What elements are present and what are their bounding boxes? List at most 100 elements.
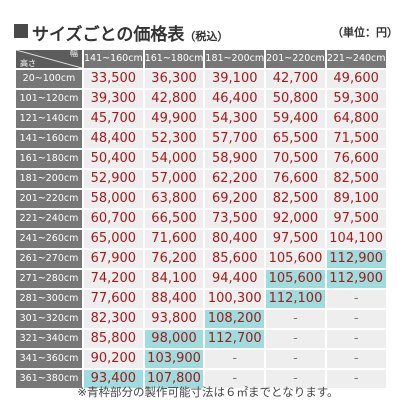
width-header: 161~180cm: [144, 50, 204, 68]
price-cell: 76,200: [144, 250, 204, 268]
price-cell: 50,400: [84, 150, 143, 168]
price-cell: 85,600: [205, 250, 265, 268]
price-cell-highlighted: 112,900: [326, 250, 386, 268]
price-cell: -: [326, 310, 386, 328]
price-cell: 66,500: [144, 210, 204, 228]
price-cell: -: [326, 290, 386, 308]
table-row: 181~200cm 52,900 57,000 62,200 76,600 82,500: [16, 170, 386, 188]
price-cell: -: [326, 370, 386, 388]
price-cell: 59,400: [266, 110, 325, 128]
price-cell: 97,500: [326, 210, 386, 228]
price-cell: 82,500: [326, 170, 386, 188]
price-cell: 52,300: [144, 130, 204, 148]
price-cell: 59,300: [326, 90, 386, 108]
price-cell: 105,600: [266, 250, 325, 268]
price-cell-highlighted: 108,200: [205, 310, 265, 328]
unit-label: （単位：円）: [332, 26, 398, 39]
height-header: 241~260cm: [16, 230, 82, 248]
tax-note: （税込）: [184, 30, 229, 43]
width-header: 201~220cm: [266, 50, 325, 68]
price-cell: 65,500: [266, 130, 325, 148]
title-square-icon: [14, 24, 28, 38]
height-header: 341~360cm: [16, 350, 82, 368]
table-row: 201~220cm 58,000 63,800 69,200 82,500 89,100: [16, 190, 386, 208]
diagonal-divider-icon: [16, 50, 82, 68]
price-cell: 39,100: [205, 70, 265, 88]
price-cell: 49,900: [144, 110, 204, 128]
price-cell: 48,400: [84, 130, 143, 148]
price-cell: -: [266, 350, 325, 368]
price-cell: 45,700: [84, 110, 143, 128]
price-cell: 71,600: [144, 230, 204, 248]
price-cell: -: [326, 350, 386, 368]
price-cell: 104,100: [326, 230, 386, 248]
price-cell: 69,200: [205, 190, 265, 208]
corner-width-label: 幅: [70, 50, 78, 58]
price-table-body: 20~100cm 33,500 36,300 39,100 42,700 49,600 10…: [16, 70, 386, 388]
price-cell: 64,800: [326, 110, 386, 128]
corner-height-label: 高さ: [20, 59, 36, 68]
price-cell: 82,500: [266, 190, 325, 208]
price-cell: 74,200: [84, 270, 143, 288]
table-row: 101~120cm 39,300 42,800 46,400 50,800 59,300: [16, 90, 386, 108]
price-cell: -: [326, 330, 386, 348]
header: サイズごとの価格表（税込） （単位：円）: [14, 20, 404, 45]
price-cell: 93,800: [144, 310, 204, 328]
height-header: 20~100cm: [16, 70, 82, 88]
price-cell-highlighted: 98,000: [144, 330, 204, 348]
table-row: 221~240cm 60,700 66,500 73,500 92,000 97,500: [16, 210, 386, 228]
table-row: 301~320cm 82,300 93,800 108,200- -: [16, 310, 386, 328]
price-cell: 39,300: [84, 90, 143, 108]
price-cell: 70,500: [266, 150, 325, 168]
height-header: 141~160cm: [16, 130, 82, 148]
title-text: サイズごとの価格表: [32, 25, 185, 45]
price-cell: 60,700: [84, 210, 143, 228]
footnote: ※青枠部分の製作可能寸法は６㎡までとなります。: [77, 385, 339, 399]
table-row: 361~380cm 93,400 107,800- - -: [16, 370, 386, 388]
price-cell: 97,500: [266, 230, 325, 248]
price-cell-highlighted: 107,800: [144, 370, 204, 388]
page-title: サイズごとの価格表（税込）: [32, 20, 228, 45]
price-cell: 88,400: [144, 290, 204, 308]
price-cell: 80,400: [205, 230, 265, 248]
height-header: 361~380cm: [16, 370, 82, 388]
price-cell: -: [266, 370, 325, 388]
price-cell: 33,500: [84, 70, 143, 88]
height-header: 271~280cm: [16, 270, 82, 288]
price-cell: 76,600: [326, 150, 386, 168]
table-row: 321~340cm 85,800 98,000 112,700- -: [16, 330, 386, 348]
height-header: 301~320cm: [16, 310, 82, 328]
table-row: 141~160cm 48,400 52,300 57,700 65,500 71,500: [16, 130, 386, 148]
price-cell: -: [205, 350, 265, 368]
price-cell: 89,100: [326, 190, 386, 208]
price-cell: -: [266, 330, 325, 348]
price-cell: -: [205, 370, 265, 388]
price-cell: 49,600: [326, 70, 386, 88]
price-cell: 65,000: [84, 230, 143, 248]
table-row: 241~260cm 65,000 71,600 80,400 97,500 104,100: [16, 230, 386, 248]
table-row: 121~140cm 45,700 49,900 54,300 59,400 64,800: [16, 110, 386, 128]
price-cell: 62,200: [205, 170, 265, 188]
price-cell: 84,100: [144, 270, 204, 288]
price-cell: 63,800: [144, 190, 204, 208]
corner-cell: 幅 高さ: [16, 50, 82, 68]
width-header: 141~160cm: [84, 50, 143, 68]
price-cell: 82,300: [84, 310, 143, 328]
price-cell-highlighted: 112,900: [326, 270, 386, 288]
table-row: 341~360cm 90,200 103,900- - -: [16, 350, 386, 368]
price-cell-highlighted: 93,400: [84, 370, 143, 388]
price-cell-highlighted: 112,700: [205, 330, 265, 348]
table-row: 271~280cm 74,200 84,100 94,400 105,600 112,90…: [16, 270, 386, 288]
price-cell: 57,000: [144, 170, 204, 188]
width-header: 221~240cm: [326, 50, 386, 68]
height-header: 321~340cm: [16, 330, 82, 348]
table-row: 161~180cm 50,400 54,000 58,900 70,500 76,600: [16, 150, 386, 168]
price-cell: 76,600: [266, 170, 325, 188]
height-header: 281~300cm: [16, 290, 82, 308]
price-cell: 52,900: [84, 170, 143, 188]
price-table: 幅 高さ 141~160cm 161~180cm 181~200cm 201~2…: [14, 48, 388, 390]
price-cell-highlighted: 112,100: [266, 290, 325, 308]
price-cell: 90,200: [84, 350, 143, 368]
price-cell: 71,500: [326, 130, 386, 148]
price-cell: 54,000: [144, 150, 204, 168]
